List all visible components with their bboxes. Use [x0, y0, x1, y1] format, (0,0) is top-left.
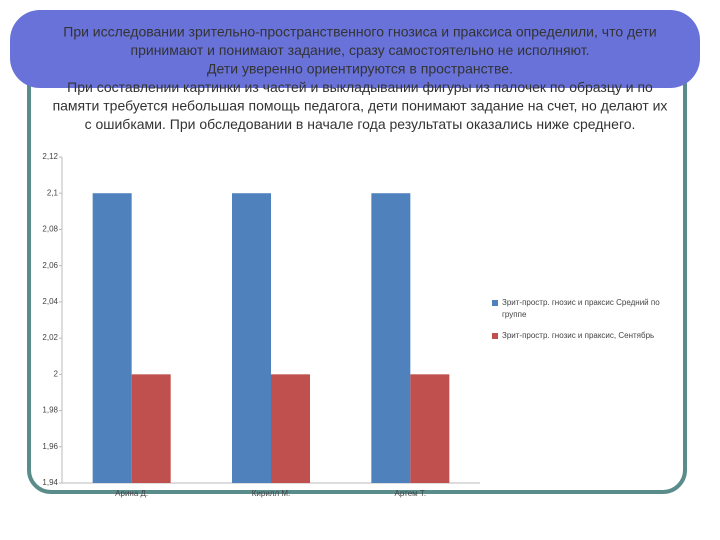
bar — [131, 374, 171, 483]
legend-label: Зрит-простр. гнозис и праксис, Сентябрь — [502, 331, 654, 340]
bar — [232, 193, 271, 483]
bar — [271, 374, 310, 483]
bar — [371, 193, 411, 483]
slide-text: Дети уверенно ориентируются в пространст… — [207, 61, 513, 77]
slide-text: При исследовании зрительно-пространствен… — [63, 24, 656, 40]
x-tick-label: Арина Д. — [115, 489, 148, 498]
y-tick-label: 2,12 — [42, 152, 58, 161]
legend-swatch — [492, 333, 498, 339]
bar — [92, 193, 132, 483]
slide-text: При составлении картинки из частей и вык… — [67, 79, 653, 95]
y-tick-label: 2,06 — [42, 261, 58, 270]
slide-text: с ошибками. При обследовании в начале го… — [85, 116, 636, 132]
legend-swatch — [492, 300, 498, 306]
y-tick-label: 2,08 — [42, 225, 58, 234]
y-tick-label: 2,1 — [47, 188, 59, 197]
y-tick-label: 1,96 — [42, 442, 58, 451]
x-tick-label: Артем Т. — [395, 489, 427, 498]
legend-label: Зрит-простр. гнозис и праксис Средний по… — [502, 298, 660, 319]
y-tick-label: 2,04 — [42, 297, 58, 306]
legend-line: группе — [502, 310, 527, 319]
bar — [410, 374, 450, 483]
slide-text: памяти требуется небольшая помощь педаго… — [53, 98, 668, 114]
banner — [10, 10, 700, 88]
x-tick-label: Кирилл М. — [252, 489, 291, 498]
y-tick-label: 1,94 — [42, 478, 58, 487]
legend-line: Зрит-простр. гнозис и праксис Средний по — [502, 298, 660, 307]
y-tick-label: 1,98 — [42, 406, 58, 415]
y-tick-label: 2 — [54, 369, 59, 378]
y-tick-label: 2,02 — [42, 333, 58, 342]
slide-text: принимают и понимают задание, сразу само… — [131, 42, 590, 58]
legend-line: Зрит-простр. гнозис и праксис, Сентябрь — [502, 331, 654, 340]
